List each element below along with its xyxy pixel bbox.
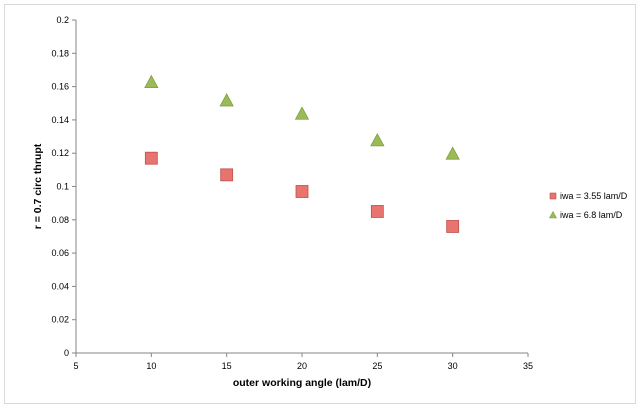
legend-item: iwa = 6.8 lam/D	[548, 210, 623, 220]
series-1	[144, 151, 460, 233]
square-point	[446, 220, 460, 233]
x-tick-label: 10	[146, 361, 156, 371]
legend-square-icon	[549, 192, 557, 200]
series-2	[144, 74, 460, 160]
y-tick-label: 0.12	[51, 148, 69, 158]
legend-label: iwa = 6.8 lam/D	[560, 210, 623, 220]
x-tick-label: 35	[523, 361, 533, 371]
y-tick-label: 0.02	[51, 315, 69, 325]
chart-area	[4, 4, 636, 404]
square-point	[220, 168, 234, 182]
square-point	[295, 185, 309, 198]
triangle-point	[219, 93, 234, 107]
y-tick-label: 0.06	[51, 248, 69, 258]
triangle-point	[144, 74, 159, 89]
x-tick-label: 25	[372, 361, 382, 371]
x-tick-label: 15	[222, 361, 232, 371]
legend: iwa = 3.55 lam/D iwa = 6.8 lam/D	[548, 191, 628, 220]
triangle-point	[294, 106, 310, 120]
x-axis-title: outer working angle (lam/D)	[233, 377, 371, 389]
y-axis: 0 0.02 0.04 0.06 0.08 0.1 0.12 0.14 0.16 0.18 0.2	[51, 15, 77, 358]
data-points	[144, 74, 460, 233]
square-point	[370, 205, 384, 218]
triangle-point	[445, 146, 460, 160]
legend-triangle-icon	[548, 210, 558, 219]
x-tick-label: 5	[73, 361, 78, 371]
y-tick-label: 0.04	[51, 281, 69, 291]
triangle-point	[370, 133, 385, 147]
y-tick-label: 0.14	[51, 115, 69, 125]
x-tick-label: 30	[448, 361, 458, 371]
y-axis-title: r = 0.7 circ thrupt	[32, 143, 44, 229]
x-tick-label: 20	[297, 361, 307, 371]
y-tick-label: 0.2	[56, 15, 69, 25]
y-tick-label: 0.1	[56, 182, 69, 192]
square-point	[144, 151, 158, 165]
legend-item: iwa = 3.55 lam/D	[549, 191, 628, 201]
y-tick-label: 0	[64, 348, 69, 358]
legend-label: iwa = 3.55 lam/D	[560, 191, 628, 201]
x-axis: 5 10 15 20 25 30 35	[73, 352, 533, 371]
y-tick-label: 0.08	[51, 215, 69, 225]
y-tick-label: 0.18	[51, 48, 69, 58]
y-tick-label: 0.16	[51, 82, 69, 92]
